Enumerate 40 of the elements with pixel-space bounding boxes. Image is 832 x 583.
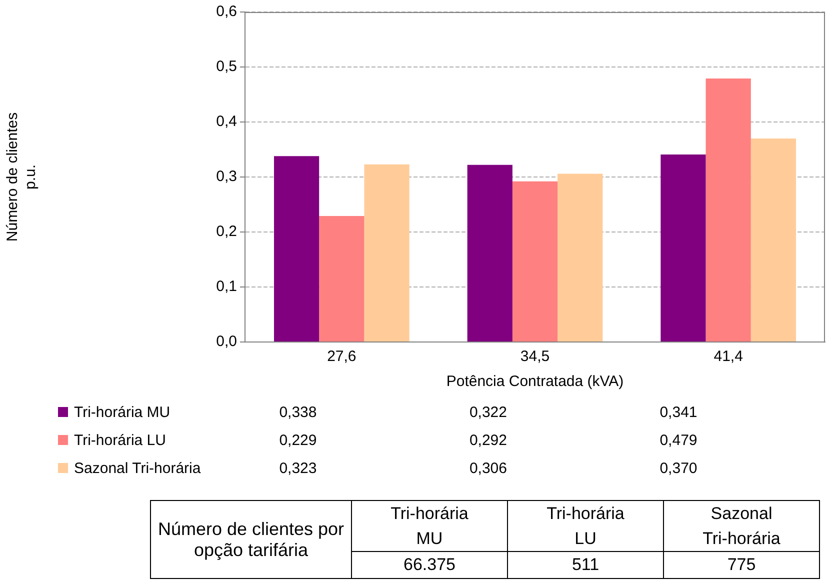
bar: [750, 138, 796, 342]
data-label: 0,292: [468, 430, 508, 450]
category-label: Tri-horária MU: [390, 504, 468, 548]
bar: [512, 181, 558, 342]
data-label: 0,479: [658, 430, 698, 450]
data-label: 0,323: [278, 458, 318, 478]
bar: [660, 154, 706, 342]
text: 775: [727, 555, 756, 574]
x-axis-title: Potência Contratada (kVA): [446, 373, 624, 390]
y-tick-label: 0,2: [216, 223, 237, 240]
legend-label: Tri-horária LU: [73, 430, 167, 450]
bar: [319, 216, 364, 342]
category-label: Tri-horária LU: [546, 504, 624, 548]
y-tick-label: 0,4: [216, 113, 237, 130]
y-tick-label: 0,5: [216, 58, 237, 76]
legend-label: Tri-horária MU: [73, 402, 172, 422]
data-label: 0,229: [278, 430, 318, 450]
y-axis-title: Número de clientes p.u.: [4, 112, 40, 242]
bar: [706, 78, 751, 342]
y-tick-label: 0,1: [216, 278, 237, 296]
x-tick-label: 34,5: [520, 348, 550, 366]
data-label: 0,341: [658, 402, 698, 422]
category-label: Sazonal Tri-horária: [702, 504, 780, 548]
x-tick-label: 27,6: [327, 348, 356, 366]
data-label: 0,306: [468, 458, 508, 478]
text: Número de clientes por opção tarifária: [156, 518, 346, 560]
y-tick-label: 0,6: [216, 3, 237, 20]
data-label: 0,322: [468, 402, 508, 422]
text: 511: [572, 555, 600, 574]
bar: [467, 164, 512, 342]
bar: [558, 174, 603, 342]
bar: [364, 164, 410, 342]
x-tick-label: 41,4: [714, 348, 743, 366]
y-tick-label: 0,0: [216, 333, 237, 350]
data-label: 0,370: [658, 458, 698, 478]
data-label: 0,338: [278, 402, 318, 422]
y-tick-label: 0,3: [216, 168, 237, 186]
bar: [274, 156, 320, 342]
legend-label: Sazonal Tri-horária: [73, 458, 202, 478]
text: 66.375: [404, 555, 456, 574]
